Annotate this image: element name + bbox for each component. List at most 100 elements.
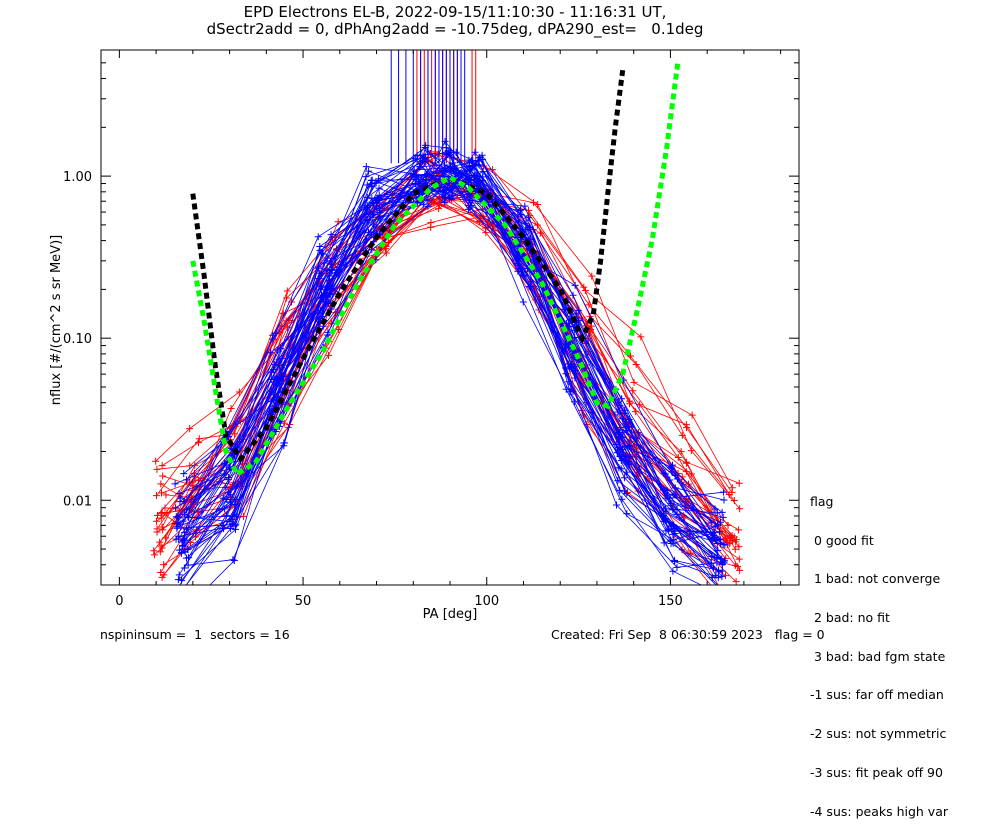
blue-series-marker-2-2-8 <box>521 202 529 210</box>
blue-series-marker-10-3-7 <box>471 148 479 156</box>
red-series-marker-4-0-2 <box>227 404 235 412</box>
red-series-marker-9-2-0 <box>162 534 170 542</box>
blue-series-marker-8-1-9 <box>565 378 573 386</box>
blue-series-marker-10-1-0 <box>174 513 182 521</box>
blue-series-marker-4-3-6 <box>442 144 450 152</box>
red-series-marker-9-0-12 <box>730 533 738 541</box>
blue-series-marker-9-3-2 <box>280 361 288 369</box>
blue-series-marker-8-2-7 <box>475 161 483 169</box>
red-series-marker-7-1-1 <box>195 435 203 443</box>
blue-series-marker-4-3-2 <box>269 335 277 343</box>
blue-series-marker-5-2-0 <box>182 606 189 613</box>
blue-series-marker-6-2-11 <box>670 490 678 498</box>
red-series-marker-7-2-9 <box>588 272 596 280</box>
y-axis-label: nflux [#/(cm^2 s sr MeV)] <box>49 235 64 405</box>
blue-series-marker-2-2-3 <box>314 233 322 241</box>
blue-series-marker-11-1-11 <box>667 522 675 530</box>
blue-series-marker-5-2-9 <box>571 398 579 406</box>
red-series-marker-7-1-10 <box>637 333 645 341</box>
red-series-marker-7-0-2 <box>235 388 243 396</box>
blue-series-marker-11-2-11 <box>667 540 675 548</box>
blue-series-marker-3-3-1 <box>226 491 234 499</box>
blue-series-marker-5-3-10 <box>623 468 631 476</box>
blue-series-marker-7-1-0 <box>175 489 183 497</box>
x-axis-label: PA [deg] <box>423 607 478 622</box>
blue-series-marker-6-0-1 <box>222 484 230 492</box>
blue-series-marker-5-0-0 <box>184 561 192 569</box>
red-series-marker-4-0-10 <box>636 401 644 409</box>
blue-series-marker-11-1-4 <box>363 202 371 210</box>
red-series-marker-7-2-11 <box>688 411 696 419</box>
blue-series-marker-5-1-10 <box>613 501 621 509</box>
blue-series-marker-11-2-6 <box>441 167 449 175</box>
red-series-marker-2-1-0 <box>153 465 161 473</box>
blue-series-marker-10-3-4 <box>376 208 384 216</box>
blue-series-marker-11-3-11 <box>661 515 669 523</box>
blue-series-marker-11-2-9 <box>571 374 579 382</box>
blue-series-marker-9-2-9 <box>564 322 572 330</box>
chart-title-line-2: dSectr2add = 0, dPhAng2add = -10.75deg, … <box>206 20 704 38</box>
blue-series-marker-8-1-12 <box>708 573 716 581</box>
blue-series-marker-1-0-0 <box>174 585 181 592</box>
blue-series-marker-9-2-0 <box>179 542 187 550</box>
red-series-marker-7-1-9 <box>581 286 589 294</box>
blue-series-marker-11-0-1 <box>219 522 227 530</box>
red-series-marker-7-1-0 <box>152 492 160 500</box>
legend-item-0: 0 good fit <box>810 532 874 548</box>
blue-series-marker-10-2-11 <box>666 499 674 507</box>
blue-series-marker-9-3-10 <box>625 423 633 431</box>
blue-series-marker-11-3-6 <box>440 194 448 202</box>
blue-series-marker-7-2-11 <box>669 461 677 469</box>
red-series-marker-3-1-3 <box>280 419 288 427</box>
blue-series-marker-11-1-1 <box>221 505 229 513</box>
footer-spin-info: nspininsum = 1 sectors = 16 <box>100 627 290 642</box>
blue-series-marker-5-0-11 <box>669 567 677 575</box>
red-series-marker-4-1-3 <box>283 294 291 302</box>
blue-series-marker-8-1-7 <box>467 202 475 210</box>
blue-series-marker-9-3-12 <box>716 518 724 526</box>
legend-item-1: 1 bad: not converge <box>810 571 941 587</box>
red-series-marker-4-1-6 <box>435 205 443 213</box>
x-tick-label-3: 150 <box>658 594 683 609</box>
blue-series-marker-10-3-0 <box>172 504 180 512</box>
blue-series-marker-10-0-12 <box>714 522 722 530</box>
blue-series-marker-8-1-0 <box>183 554 191 562</box>
red-series-marker-9-1-11 <box>682 468 690 476</box>
red-series-marker-7-0-0 <box>152 457 160 465</box>
red-series-marker-6-1-12 <box>735 543 743 551</box>
blue-series-marker-11-2-7 <box>465 176 473 184</box>
flag-legend: flag 0 good fit 1 bad: not converge 2 ba… <box>810 470 948 831</box>
blue-series-marker-8-3-2 <box>270 391 278 399</box>
legend-title: flag <box>810 493 834 509</box>
blue-series-marker-9-1-3 <box>325 299 333 307</box>
blue-series-marker-8-0-5 <box>410 166 418 174</box>
blue-series-marker-11-0-7 <box>466 163 474 171</box>
blue-series-marker-5-1-11 <box>673 563 681 571</box>
red-series-marker-1-1-0 <box>150 547 158 555</box>
blue-series-marker-11-3-10 <box>622 490 630 498</box>
data-layer <box>150 50 744 613</box>
blue-series-marker-11-3-4 <box>363 216 371 224</box>
blue-series-marker-11-2-8 <box>523 265 531 273</box>
blue-series-marker-3-3-5 <box>419 200 427 208</box>
red-series-marker-8-0-0 <box>150 551 158 559</box>
red-series-marker-1-2-1 <box>192 533 200 541</box>
red-series-marker-6-1-11 <box>678 473 686 481</box>
blue-series-marker-4-2-0 <box>171 480 179 488</box>
blue-series-marker-7-3-5 <box>422 175 430 183</box>
blue-series-marker-5-2-10 <box>623 510 631 518</box>
red-series-marker-4-2-0 <box>153 517 161 525</box>
blue-series-marker-4-0-12 <box>720 488 728 496</box>
blue-series-marker-4-0-0 <box>180 470 188 478</box>
blue-series-marker-10-3-2 <box>268 368 276 376</box>
red-series-marker-2-0-0 <box>153 511 161 519</box>
red-series-marker-7-2-8 <box>529 199 537 207</box>
blue-series-marker-7-3-6 <box>441 137 449 145</box>
blue-series-marker-5-3-12 <box>718 567 726 575</box>
blue-series-marker-11-3-7 <box>468 197 476 205</box>
blue-series-marker-10-0-2 <box>273 346 281 354</box>
x-tick-label-2: 100 <box>474 594 499 609</box>
blue-series-marker-11-1-10 <box>617 453 625 461</box>
red-series-marker-7-1-12 <box>736 505 744 513</box>
red-series-line-4-0 <box>164 174 728 546</box>
